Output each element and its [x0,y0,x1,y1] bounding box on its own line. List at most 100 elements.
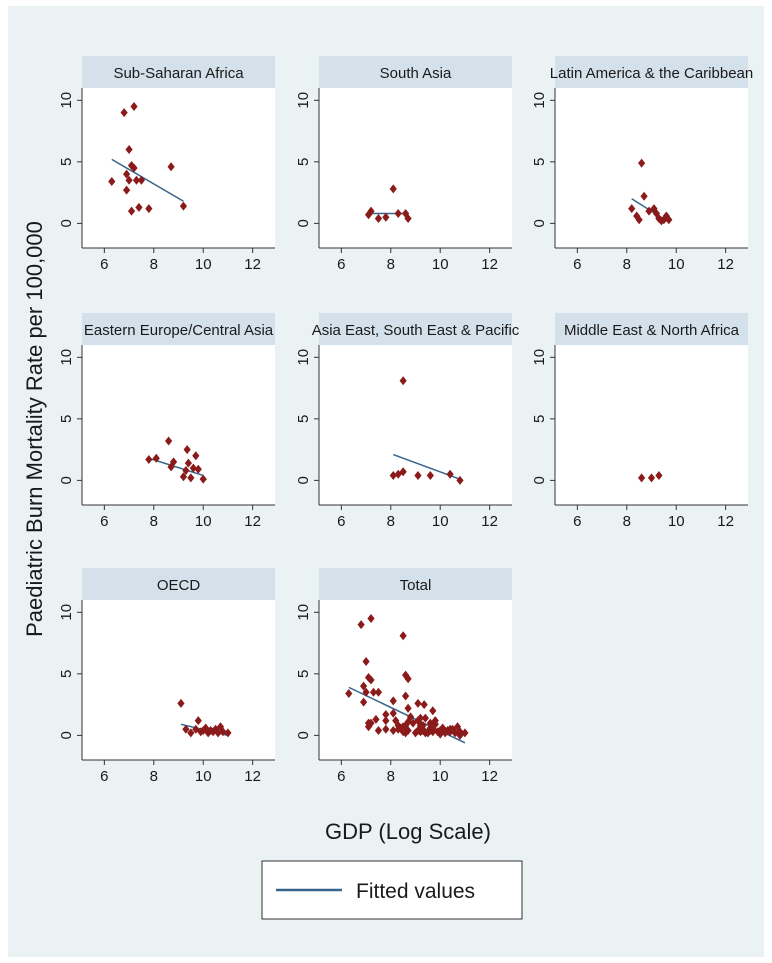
data-point [446,727,454,737]
data-point [367,718,375,728]
y-tick-label: 5 [531,158,548,166]
data-point [360,681,368,691]
small-multiples-scatter-chart: Sub-Saharan Africa 0 5 10 6 8 10 12 South Asia 0 5… [22,56,753,920]
data-point [446,469,454,479]
data-point [392,716,400,726]
y-tick-label: 0 [295,219,312,227]
plot-area [82,345,275,505]
data-point [108,177,116,187]
data-point [189,463,197,473]
data-point [406,712,415,722]
x-tick-label: 10 [668,256,685,273]
x-tick-label: 6 [337,513,345,530]
x-tick-label: 8 [387,513,395,530]
data-point [177,698,185,708]
data-point [635,215,643,225]
plot-area [555,88,748,248]
data-point [402,670,410,680]
x-tick-label: 10 [195,768,212,785]
x-tick-label: 10 [195,256,212,273]
y-tick-label: 0 [295,731,312,739]
data-point [389,696,397,706]
x-tick-label: 8 [387,768,395,785]
x-tick-label: 6 [100,256,108,273]
data-point [402,691,410,701]
data-point [145,204,153,214]
data-point [224,728,232,738]
data-point [461,728,469,738]
data-point [152,453,160,463]
data-point [127,206,136,216]
data-point [640,191,648,201]
panel: Sub-Saharan Africa 0 5 10 6 8 10 12 [58,56,275,273]
data-point [660,215,668,225]
y-tick-label: 10 [58,604,75,621]
y-tick-label: 0 [295,476,312,484]
data-point [414,470,422,480]
y-tick-label: 0 [531,476,548,484]
panel-title: Sub-Saharan Africa [113,65,244,82]
data-point [404,674,412,684]
y-tick-label: 10 [295,92,312,109]
data-point [374,725,383,735]
panel: OECD 0 5 10 6 8 10 12 [58,568,275,785]
data-point [187,728,195,738]
x-tick-label: 6 [573,256,581,273]
y-tick-label: 10 [295,604,312,621]
data-point [665,215,673,225]
data-point [184,458,192,468]
data-point [192,451,200,461]
y-tick-label: 5 [58,158,75,166]
panels: Sub-Saharan Africa 0 5 10 6 8 10 12 South Asia 0 5… [58,56,753,785]
x-tick-label: 10 [432,256,449,273]
data-point [429,706,437,716]
y-tick-label: 10 [295,349,312,366]
data-point [399,722,407,732]
data-point [120,108,128,118]
data-point [145,454,153,464]
panel-title: OECD [157,577,201,594]
data-point [182,724,190,734]
panel-header [555,56,748,88]
y-tick-label: 0 [58,219,75,227]
data-point [199,474,207,484]
panel: Latin America & the Caribbean 0 5 10 6 8 10 12 [531,56,753,273]
plot-area [82,600,275,760]
y-tick-label: 5 [531,415,548,423]
data-point [167,162,175,172]
data-point [645,206,653,216]
data-point [169,457,178,467]
x-tick-label: 12 [717,513,734,530]
x-tick-label: 12 [481,256,498,273]
y-tick-label: 0 [58,476,75,484]
y-tick-label: 5 [295,670,312,678]
x-tick-label: 12 [244,513,261,530]
x-tick-label: 10 [432,513,449,530]
panel-title: South Asia [380,65,452,82]
data-point [421,713,429,723]
figure-background: Sub-Saharan Africa 0 5 10 6 8 10 12 South Asia 0 5… [8,6,764,957]
data-point [125,145,133,155]
data-point [367,675,375,685]
y-tick-label: 0 [58,731,75,739]
x-tick-label: 12 [244,256,261,273]
y-tick-label: 10 [531,92,548,109]
data-point [420,700,428,710]
panel-title: Eastern Europe/Central Asia [84,322,274,339]
data-point [404,213,412,223]
data-point [374,687,383,697]
data-point [402,728,410,738]
y-tick-label: 10 [58,349,75,366]
x-tick-label: 10 [668,513,685,530]
data-point [182,466,190,476]
data-point [382,724,390,734]
panel-header [82,56,275,88]
data-point [183,445,191,455]
x-tick-label: 10 [432,768,449,785]
data-point [364,722,373,732]
plot-area [319,88,512,248]
panel-header [82,313,275,345]
data-point [399,467,407,477]
data-point [424,728,432,738]
data-point [414,698,422,708]
